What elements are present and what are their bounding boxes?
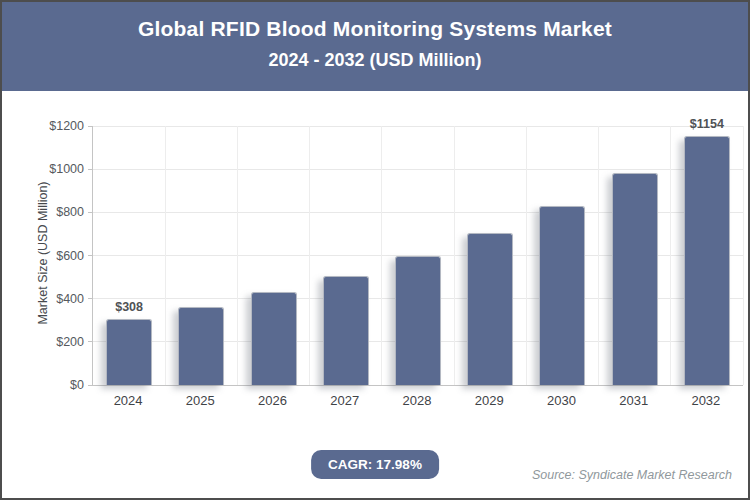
bar-column <box>382 126 454 385</box>
y-tick-label: $1200 <box>24 119 84 133</box>
chart-header: Global RFID Blood Monitoring Systems Mar… <box>2 2 748 91</box>
x-tick-label: 2029 <box>453 393 525 408</box>
source-credit: Source: Syndicate Market Research <box>532 468 732 482</box>
bar-column <box>237 126 309 385</box>
y-tick-label: $200 <box>24 335 84 349</box>
bar <box>539 206 585 385</box>
y-tick-label: $400 <box>24 292 84 306</box>
y-tick-label: $800 <box>24 205 84 219</box>
x-axis-labels: 202420252026202720282029203020312032 <box>92 393 742 411</box>
x-tick-label: 2025 <box>164 393 236 408</box>
bar-value-label: $1154 <box>671 117 743 131</box>
chart-title: Global RFID Blood Monitoring Systems Mar… <box>2 2 748 41</box>
x-tick-label: 2032 <box>670 393 742 408</box>
cagr-badge: CAGR: 17.98% <box>311 450 439 479</box>
bar-value-label: $308 <box>93 300 165 314</box>
bar-column <box>310 126 382 385</box>
bar-column <box>165 126 237 385</box>
y-tick-label: $0 <box>24 378 84 392</box>
x-tick-label: 2030 <box>525 393 597 408</box>
bar-column <box>599 126 671 385</box>
bar-column <box>526 126 598 385</box>
bar-column: $1154 <box>671 126 743 385</box>
bar <box>467 233 513 385</box>
plot-area: $308 $1154 <box>92 126 743 386</box>
x-tick-label: 2027 <box>309 393 381 408</box>
y-axis-tick-labels: $0$200$400$600$800$1000$1200 <box>24 126 84 385</box>
bar <box>612 173 658 385</box>
bar <box>251 292 297 385</box>
infographic-frame: Global RFID Blood Monitoring Systems Mar… <box>0 0 750 500</box>
x-tick-label: 2028 <box>381 393 453 408</box>
x-tick-label: 2031 <box>598 393 670 408</box>
bar <box>684 136 730 385</box>
y-tick-label: $600 <box>24 249 84 263</box>
chart-subtitle: 2024 - 2032 (USD Million) <box>2 50 748 71</box>
x-tick-label: 2024 <box>92 393 164 408</box>
y-tick-label: $1000 <box>24 162 84 176</box>
bar <box>106 319 152 385</box>
x-tick-label: 2026 <box>236 393 308 408</box>
bar <box>395 256 441 385</box>
bar <box>323 276 369 385</box>
bar <box>178 307 224 385</box>
bar-column: $308 <box>93 126 165 385</box>
bar-column <box>454 126 526 385</box>
